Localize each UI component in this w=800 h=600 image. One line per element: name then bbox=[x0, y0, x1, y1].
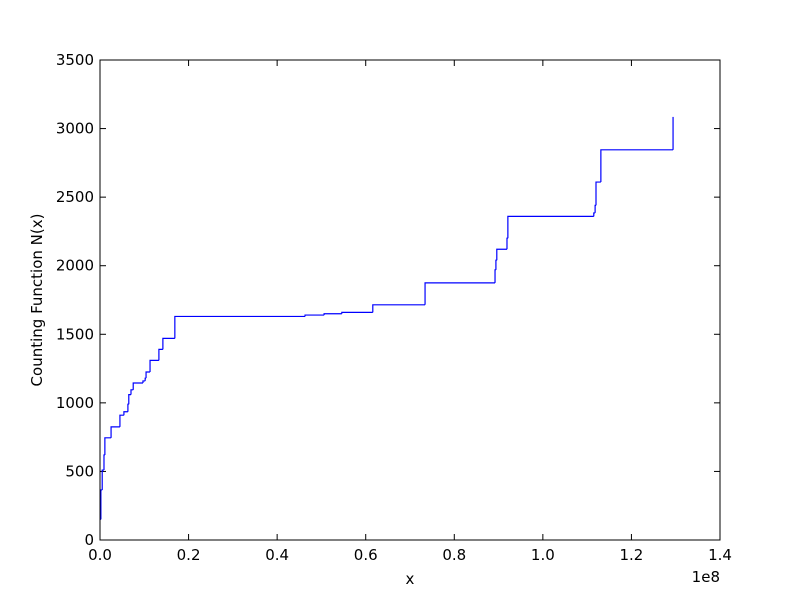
step-segment bbox=[304, 314, 325, 317]
y-tick-label: 2000 bbox=[56, 257, 94, 275]
y-tick-label: 1500 bbox=[56, 325, 94, 343]
step-segment bbox=[158, 348, 163, 361]
step-segment bbox=[341, 311, 373, 314]
x-tick-label: 0.4 bbox=[265, 546, 289, 564]
step-segment bbox=[323, 313, 342, 316]
step-segment bbox=[494, 269, 496, 283]
y-axis-label: Counting Function N(x) bbox=[28, 214, 46, 387]
step-segment bbox=[496, 248, 507, 261]
step-segment bbox=[174, 315, 306, 339]
step-segment bbox=[595, 181, 601, 206]
step-segment bbox=[162, 337, 175, 350]
step-segment bbox=[145, 371, 151, 379]
y-tick-label: 1000 bbox=[56, 394, 94, 412]
step-segment bbox=[100, 489, 103, 520]
step-segment bbox=[132, 382, 143, 390]
y-tick-label: 2500 bbox=[56, 188, 94, 206]
x-tick-label: 1.0 bbox=[531, 546, 555, 564]
step-segment bbox=[110, 426, 120, 438]
step-segment bbox=[506, 237, 508, 250]
x-offset-label: 1e8 bbox=[692, 568, 720, 586]
x-tick-label: 1.4 bbox=[708, 546, 732, 564]
x-tick-label: 0.2 bbox=[177, 546, 201, 564]
step-segment bbox=[372, 304, 426, 313]
y-tick-label: 500 bbox=[65, 462, 94, 480]
x-tick-label: 0.8 bbox=[442, 546, 466, 564]
step-segment bbox=[119, 414, 124, 427]
step-segment bbox=[128, 394, 131, 405]
step-segment bbox=[104, 437, 112, 455]
x-tick-label: 0.6 bbox=[354, 546, 378, 564]
y-tick-label: 3000 bbox=[56, 120, 94, 138]
step-segment bbox=[149, 359, 159, 372]
step-segment bbox=[127, 403, 129, 412]
step-segment bbox=[507, 215, 594, 239]
step-segment bbox=[495, 259, 497, 270]
step-segment bbox=[600, 149, 674, 183]
x-tick-label: 1.2 bbox=[619, 546, 643, 564]
y-tick-label: 3500 bbox=[56, 51, 94, 69]
step-segment bbox=[424, 282, 496, 305]
y-tick-label: 0 bbox=[84, 531, 94, 549]
plot-frame bbox=[99, 59, 721, 541]
step-segment bbox=[123, 411, 128, 416]
step-segment bbox=[130, 389, 134, 395]
x-axis-label: x bbox=[406, 570, 415, 588]
step-segment bbox=[142, 380, 146, 383]
x-tick-label: 0.0 bbox=[88, 546, 112, 564]
